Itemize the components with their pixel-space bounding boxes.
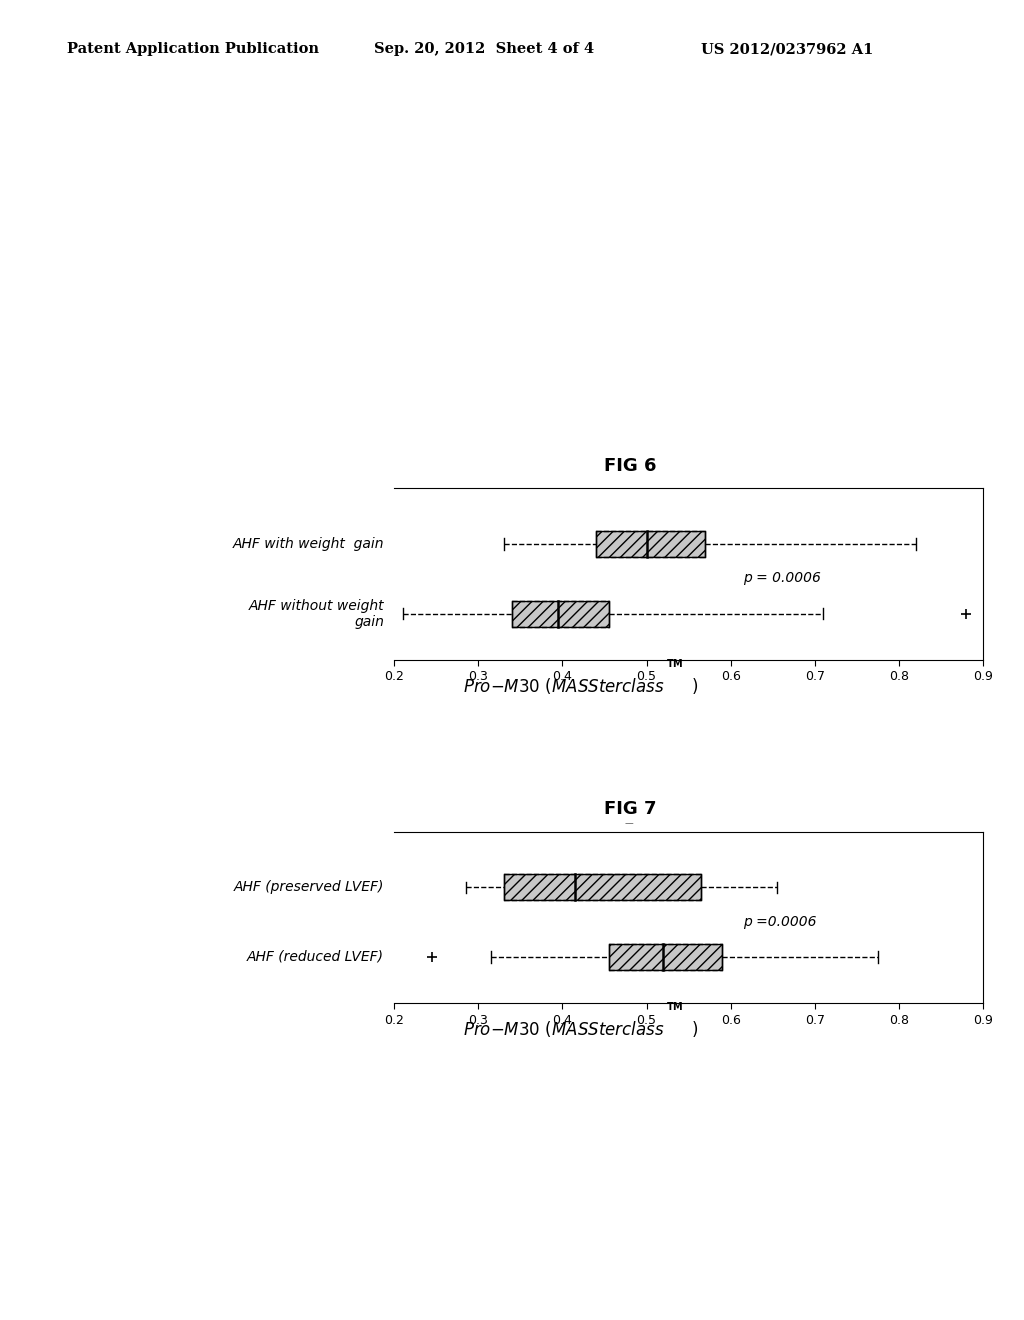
Text: $\it{Pro}$$\it{-M30\ (MASSterclass}$: $\it{Pro}$$\it{-M30\ (MASSterclass}$ <box>464 1019 666 1039</box>
Text: $\it{Pro}$$\it{-M30\ (MASSterclass}$: $\it{Pro}$$\it{-M30\ (MASSterclass}$ <box>464 676 666 696</box>
Text: $\mathbf{TM}$: $\mathbf{TM}$ <box>666 1001 684 1012</box>
Text: AHF without weight
gain: AHF without weight gain <box>249 598 384 628</box>
Bar <box>504 874 701 900</box>
Text: p = 0.0006: p = 0.0006 <box>743 572 821 585</box>
Text: $\it{)}$: $\it{)}$ <box>690 1019 697 1039</box>
Text: FIG 6: FIG 6 <box>603 457 656 475</box>
Text: Patent Application Publication: Patent Application Publication <box>67 42 318 57</box>
Bar <box>608 944 722 970</box>
Text: AHF (reduced LVEF): AHF (reduced LVEF) <box>247 950 384 964</box>
Bar <box>512 601 608 627</box>
Text: p =0.0006: p =0.0006 <box>743 915 817 928</box>
Text: US 2012/0237962 A1: US 2012/0237962 A1 <box>701 42 873 57</box>
Text: FIG 7: FIG 7 <box>603 800 656 818</box>
Text: $\it{)}$: $\it{)}$ <box>690 676 697 696</box>
Bar <box>596 531 706 557</box>
Text: AHF (preserved LVEF): AHF (preserved LVEF) <box>233 880 384 894</box>
Text: Sep. 20, 2012  Sheet 4 of 4: Sep. 20, 2012 Sheet 4 of 4 <box>374 42 594 57</box>
Text: $\mathbf{TM}$: $\mathbf{TM}$ <box>666 657 684 669</box>
Text: ––: –– <box>625 817 635 828</box>
Text: AHF with weight  gain: AHF with weight gain <box>232 537 384 550</box>
